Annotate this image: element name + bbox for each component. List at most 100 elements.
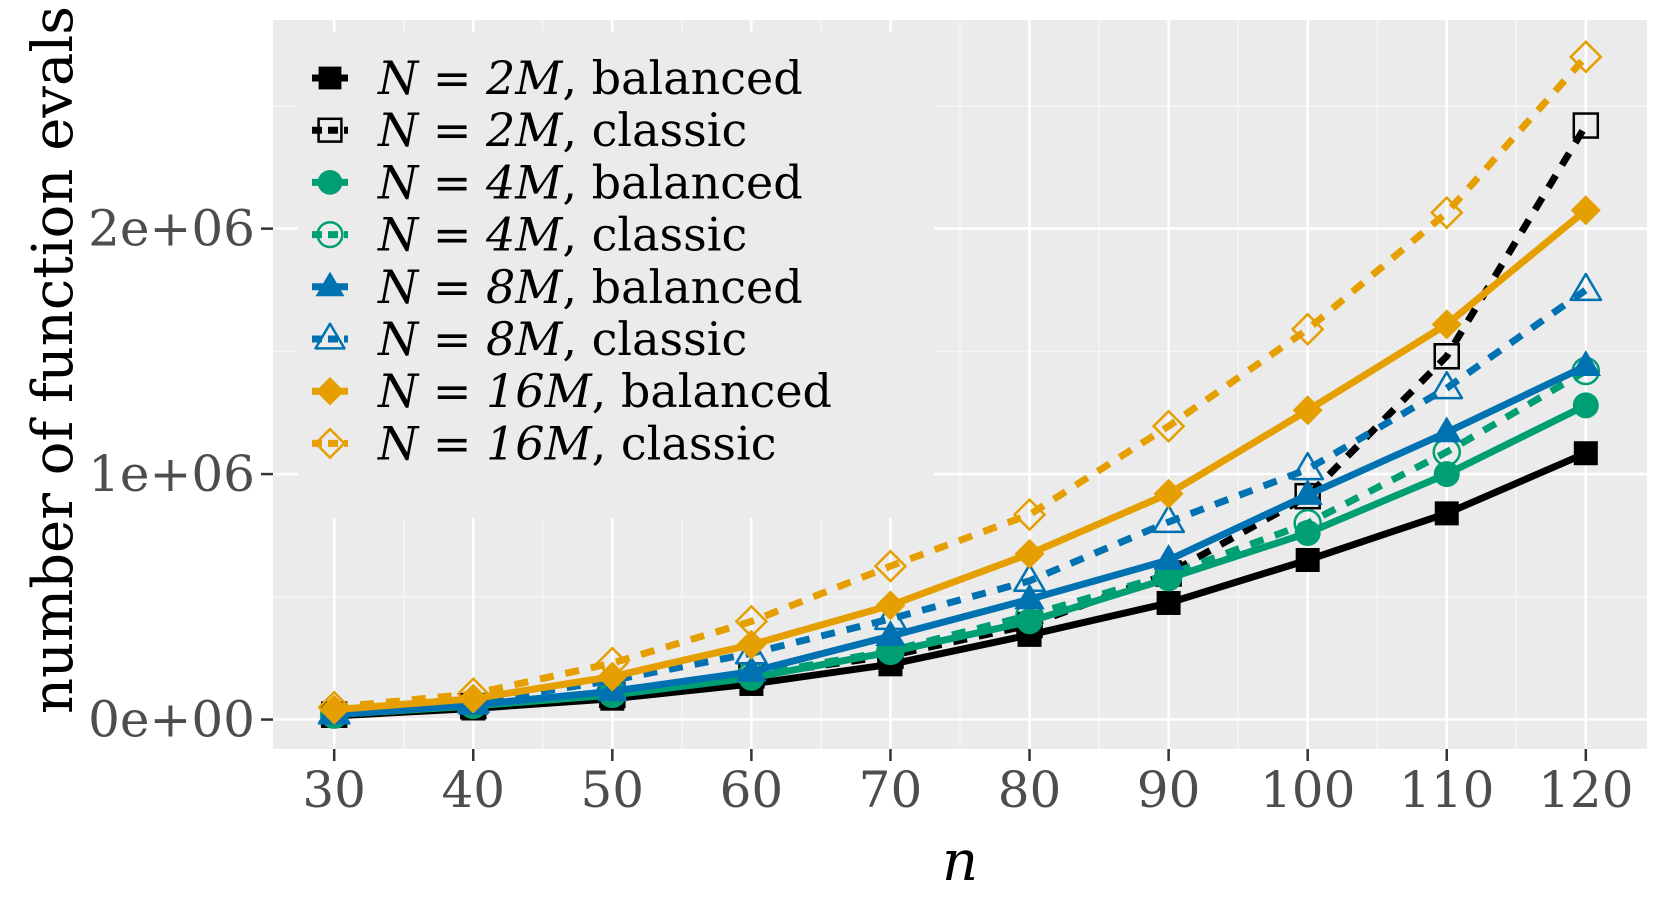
series-7-point-8 <box>1429 195 1464 230</box>
legend-background <box>298 32 934 518</box>
x-tick-label-7: 100 <box>1260 761 1355 819</box>
series-6-point-0 <box>319 694 350 725</box>
series-layer <box>317 40 1603 729</box>
series-line-6 <box>333 207 1589 714</box>
legend-label-method-7: , classic <box>592 416 777 470</box>
legend-label-math-6: N = 16M <box>377 364 594 418</box>
series-5-point-6 <box>1152 504 1186 534</box>
series-0-point-9 <box>1573 441 1598 466</box>
series-7-point-9 <box>1569 40 1603 74</box>
legend-label-4: N = 8M, balanced <box>377 260 803 314</box>
legend-key-marker-2 <box>317 170 343 195</box>
series-7-point-0 <box>317 690 351 725</box>
legend-label-method-6: , balanced <box>592 364 832 418</box>
series-6-point-4 <box>875 590 906 621</box>
series-4-point-7 <box>1292 478 1323 505</box>
legend-label-7: N = 16M, classic <box>377 416 777 470</box>
series-4-point-3 <box>736 655 767 682</box>
legend-label-method-1: , classic <box>562 103 747 157</box>
x-tick-label-8: 110 <box>1399 761 1494 819</box>
y-tick-label-2: 2e+06 <box>88 200 255 258</box>
series-7-point-3 <box>734 604 769 639</box>
legend-label-math-1: N = 2M <box>377 103 564 157</box>
legend-label-math-2: N = 4M <box>377 155 564 209</box>
legend-item-0: N = 2M, balanced <box>312 51 803 105</box>
series-7-point-7 <box>1290 312 1325 347</box>
x-tick-label-4: 70 <box>859 761 923 819</box>
legend-item-1: N = 2M, classic <box>312 103 747 157</box>
series-line-4 <box>333 362 1588 719</box>
legend-item-4: N = 8M, balanced <box>312 260 803 314</box>
series-1-point-9 <box>1572 112 1600 139</box>
y-axis-title: number of function evals <box>21 6 86 714</box>
legend-key-marker-3 <box>316 221 344 249</box>
legend-item-5: N = 8M, classic <box>312 312 747 366</box>
legend-label-math-4: N = 8M <box>377 260 564 314</box>
legend-key-marker-4 <box>315 271 345 297</box>
series-1-point-8 <box>1433 343 1460 370</box>
legend-key-marker-5 <box>314 322 346 350</box>
series-0-point-8 <box>1434 501 1459 526</box>
series-4-point-6 <box>1153 544 1184 570</box>
series-line-5 <box>333 287 1588 717</box>
legend-label-math-7: N = 16M <box>377 416 594 470</box>
series-0-point-6 <box>1156 590 1181 615</box>
series-6-point-6 <box>1153 478 1184 509</box>
legend-label-method-0: , balanced <box>562 51 802 105</box>
legend-label-2: N = 4M, balanced <box>377 155 803 209</box>
series-7-point-5 <box>1012 497 1047 532</box>
legend-key-marker-7 <box>313 427 347 460</box>
series-3-point-7 <box>1293 508 1322 538</box>
x-tick-label-5: 80 <box>998 761 1062 819</box>
legend-label-method-2: , balanced <box>562 155 802 209</box>
legend-label-method-5: , classic <box>562 312 747 366</box>
legend-label-1: N = 2M, classic <box>377 103 747 157</box>
y-tick-label-0: 0e+00 <box>88 691 255 749</box>
series-2-point-9 <box>1572 392 1599 419</box>
series-6-point-9 <box>1570 195 1601 226</box>
series-0-point-7 <box>1295 548 1320 572</box>
legend-label-0: N = 2M, balanced <box>377 51 803 105</box>
series-5-point-7 <box>1291 451 1325 481</box>
x-tick-label-3: 60 <box>720 761 784 819</box>
legend-key-marker-6 <box>315 376 345 406</box>
x-tick-label-1: 40 <box>441 761 505 819</box>
legend-label-3: N = 4M, classic <box>377 208 747 262</box>
series-6-point-7 <box>1292 395 1323 426</box>
legend-label-math-0: N = 2M <box>377 51 564 105</box>
series-4-point-5 <box>1014 583 1045 610</box>
x-tick-label-6: 90 <box>1137 761 1201 819</box>
series-5-point-8 <box>1430 370 1464 400</box>
legend-label-math-5: N = 8M <box>377 312 564 366</box>
legend-label-5: N = 8M, classic <box>377 312 747 366</box>
y-tick-label-1: 1e+06 <box>88 445 255 503</box>
legend-label-math-3: N = 4M <box>377 208 564 262</box>
series-7-point-2 <box>595 646 630 680</box>
legend-item-3: N = 4M, classic <box>312 208 747 262</box>
series-line-7 <box>333 54 1589 711</box>
series-4-point-4 <box>875 620 906 647</box>
legend-key-marker-1 <box>317 117 343 143</box>
legend-key-marker-0 <box>318 66 342 90</box>
y-axis: 0e+00 1e+06 2e+06 <box>88 200 273 749</box>
series-5-point-4 <box>874 601 907 631</box>
x-tick-label-2: 50 <box>581 761 645 819</box>
x-axis-title: n <box>942 829 978 894</box>
series-7 <box>317 40 1603 725</box>
series-4-point-8 <box>1431 416 1462 443</box>
series-2-point-8 <box>1433 461 1460 488</box>
series-4-point-9 <box>1570 350 1602 377</box>
series-7-point-4 <box>873 549 908 583</box>
legend-label-6: N = 16M, balanced <box>377 364 832 418</box>
legend-item-2: N = 4M, balanced <box>312 155 803 209</box>
legend-label-method-4: , balanced <box>562 260 802 314</box>
series-7-point-1 <box>456 677 491 711</box>
series-6-point-3 <box>736 629 767 660</box>
legend-item-6: N = 16M, balanced <box>312 364 832 418</box>
x-axis: 30 40 50 60 70 80 90 100 110 120 <box>302 749 1634 819</box>
series-5-point-5 <box>1013 563 1046 593</box>
legend-label-method-3: , classic <box>562 208 747 262</box>
series-6-point-8 <box>1431 309 1462 340</box>
